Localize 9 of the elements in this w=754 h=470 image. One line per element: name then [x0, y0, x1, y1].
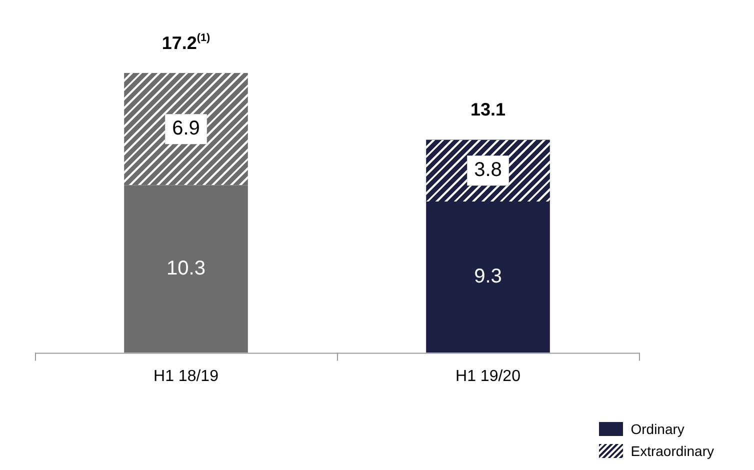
x-tick-label: H1 19/20 — [456, 368, 521, 385]
data-label: 3.8 — [474, 159, 502, 182]
data-label: 9.3 — [474, 266, 502, 288]
legend-label: Extraordinary — [630, 443, 714, 459]
total-label: 13.1 — [470, 100, 506, 120]
legend-label: Ordinary — [630, 421, 684, 437]
x-tick-label: H1 18/19 — [154, 368, 219, 385]
data-label: 6.9 — [172, 118, 200, 140]
data-label: 10.3 — [166, 258, 206, 280]
